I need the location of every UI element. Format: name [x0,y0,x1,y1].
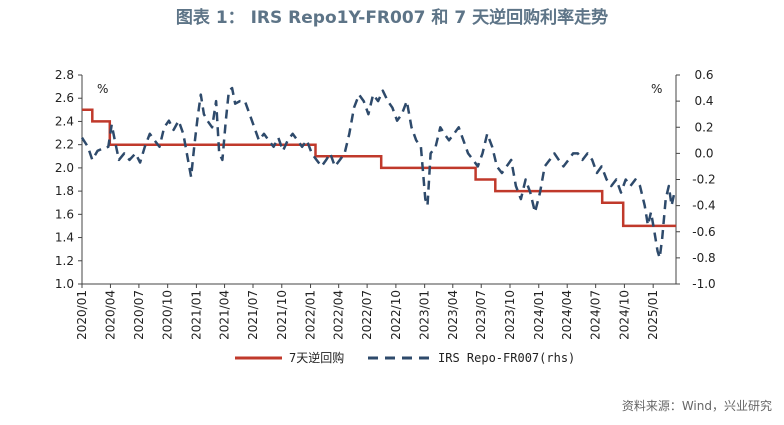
left-tick-label: 2.0 [55,161,74,175]
x-tick-label: 2021/04 [218,290,232,340]
series-line-irs-spread [80,86,676,260]
left-tick-label: 1.6 [55,207,74,221]
x-tick-label: 2024/07 [589,290,603,340]
left-tick-label: 1.0 [55,277,74,291]
right-tick-label: -1.0 [692,277,715,291]
x-tick-label: 2023/01 [418,290,432,340]
x-tick-label: 2021/10 [275,290,289,340]
right-unit-label: % [651,82,662,96]
left-tick-label: 1.8 [55,184,74,198]
right-tick-label: 0.2 [694,120,713,134]
right-tick-label: 0.4 [694,94,713,108]
legend-label-irs-spread: IRS Repo-FR007(rhs) [438,351,575,365]
series-layer [80,86,676,260]
left-tick-label: 2.2 [55,138,74,152]
right-tick-label: -0.8 [692,251,715,265]
left-tick-label: 2.4 [55,114,74,128]
x-tick-label: 2023/07 [474,290,488,340]
left-tick-label: 2.8 [55,68,74,82]
right-tick-label: -0.4 [692,199,715,213]
legend-label-reverse-repo: 7天逆回购 [289,350,344,365]
x-tick-label: 2023/04 [446,290,460,340]
left-tick-label: 1.2 [55,254,74,268]
right-tick-label: 0.6 [694,68,713,82]
left-tick-label: 1.4 [55,231,74,245]
legend: 7天逆回购 IRS Repo-FR007(rhs) [235,350,575,365]
x-tick-label: 2022/01 [304,290,318,340]
x-tick-label: 2020/04 [103,290,117,340]
left-unit-label: % [97,82,108,96]
x-tick-label: 2021/07 [246,290,260,340]
x-tick-label: 2022/10 [389,290,403,340]
x-tick-label: 2020/10 [161,290,175,340]
x-tick-label: 2020/01 [75,290,89,340]
right-tick-label: -0.6 [692,225,715,239]
right-tick-label: -0.2 [692,173,715,187]
right-tick-label: 0.0 [694,146,713,160]
x-tick-label: 2023/10 [503,290,517,340]
x-tick-label: 2024/04 [560,290,574,340]
x-tick-label: 2021/01 [189,290,203,340]
x-tick-label: 2024/10 [617,290,631,340]
x-tick-label: 2025/01 [646,290,660,340]
x-tick-label: 2022/07 [360,290,374,340]
source-note: 资料来源：Wind，兴业研究 [622,398,772,413]
chart-title: 图表 1： IRS Repo1Y-FR007 和 7 天逆回购利率走势 [176,7,608,28]
left-tick-label: 2.6 [55,91,74,105]
x-tick-label: 2020/07 [132,290,146,340]
x-tick-label: 2024/01 [532,290,546,340]
x-tick-label: 2022/04 [332,290,346,340]
axes: 1.0 1.2 1.4 1.6 1.8 2.0 2.2 2.4 2.6 2.8 -1.0 -0.8 -0… [55,68,716,340]
series-line-reverse-repo [82,108,676,228]
